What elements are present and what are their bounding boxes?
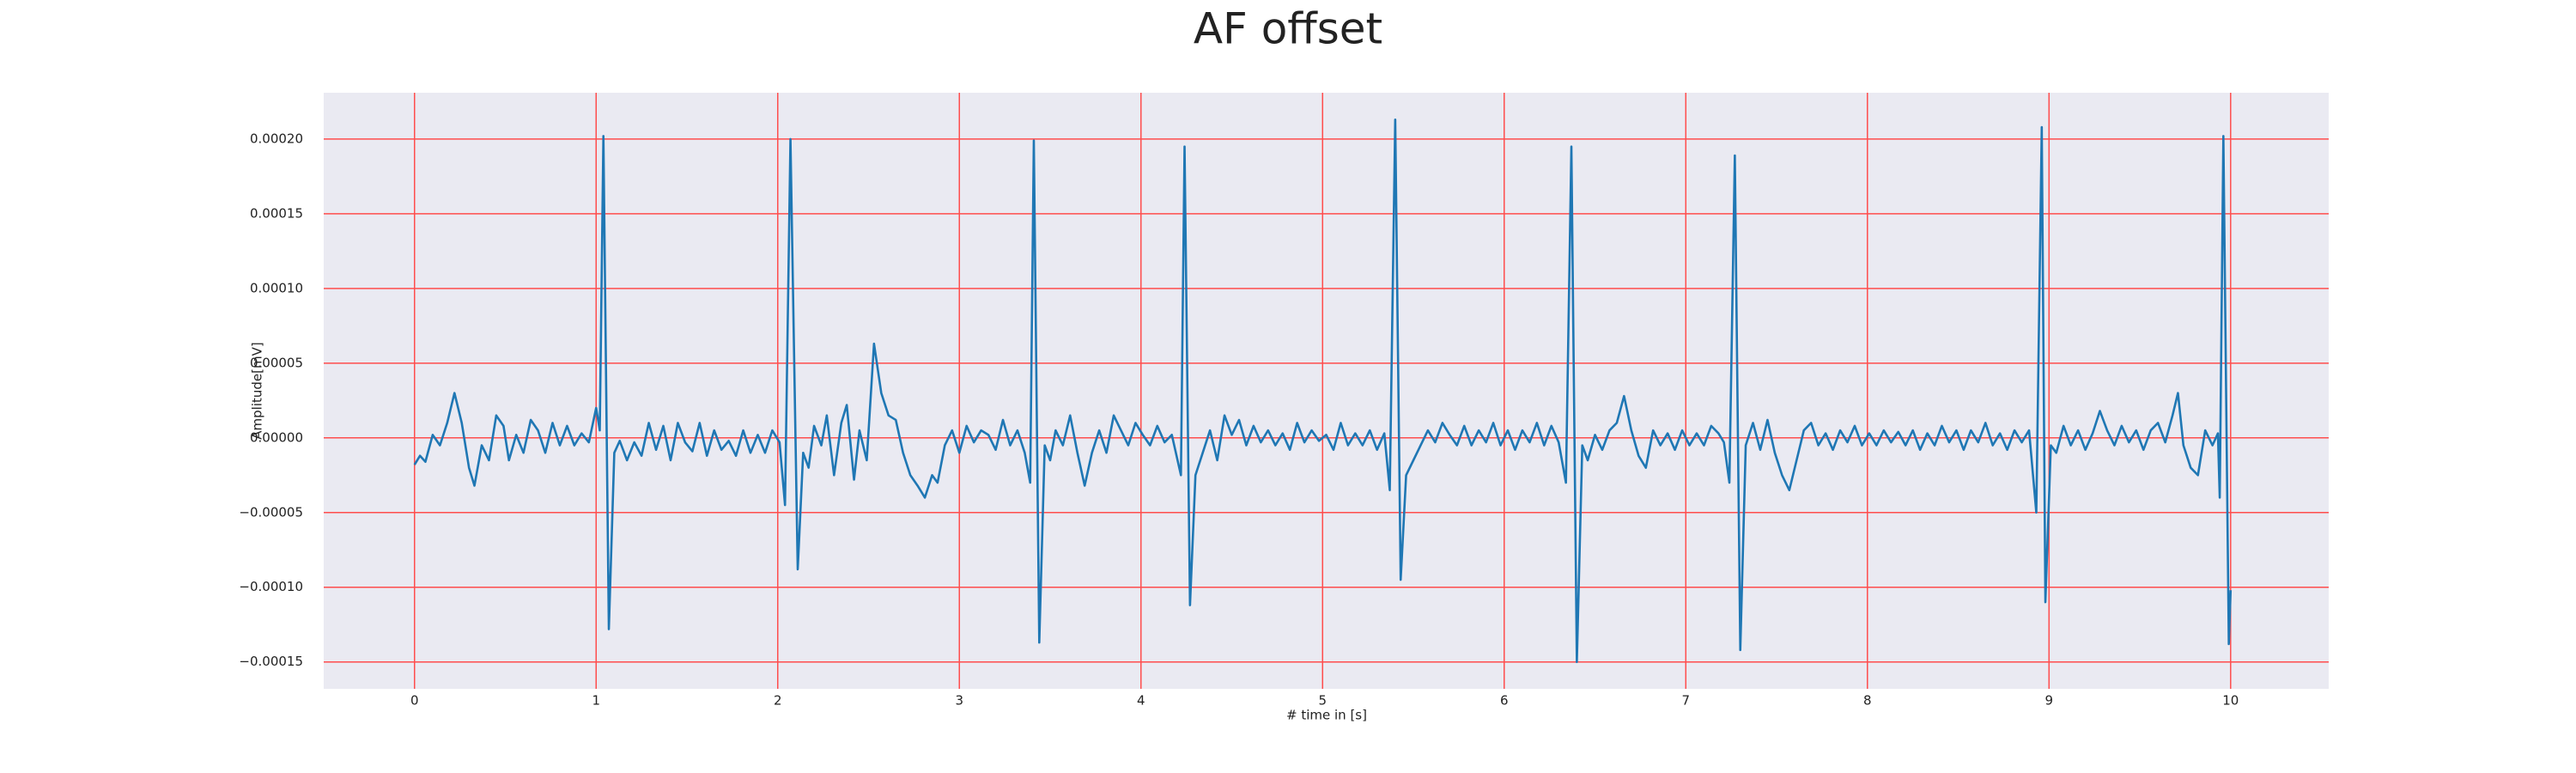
y-tick-label: −0.00005 xyxy=(239,504,303,520)
x-tick-label: 2 xyxy=(774,693,782,709)
x-tick-label: 4 xyxy=(1137,693,1145,709)
x-tick-label: 3 xyxy=(955,693,963,709)
x-tick-label: 9 xyxy=(2045,693,2054,709)
y-tick-label: 0.00010 xyxy=(250,280,303,295)
y-axis-label: Amplitude[mV] xyxy=(250,342,265,439)
x-tick-label: 6 xyxy=(1500,693,1509,709)
plot-background xyxy=(324,93,2329,689)
x-tick-label: 1 xyxy=(592,693,600,709)
y-tick-label: 0.00020 xyxy=(250,131,303,146)
y-tick-label: 0.00000 xyxy=(250,429,303,445)
y-tick-label: 0.00005 xyxy=(250,355,303,370)
x-tick-label: 8 xyxy=(1863,693,1872,709)
x-tick-label: 7 xyxy=(1682,693,1691,709)
x-tick-label: 0 xyxy=(410,693,419,709)
y-tick-label: 0.00015 xyxy=(250,205,303,221)
x-tick-label: 10 xyxy=(2222,693,2239,709)
x-tick-label: 5 xyxy=(1318,693,1327,709)
signal-line xyxy=(413,119,2233,663)
y-tick-label: −0.00015 xyxy=(239,654,303,669)
chart-title: AF offset xyxy=(1194,4,1382,54)
x-axis-label: # time in [s] xyxy=(1286,708,1367,723)
y-tick-label: −0.00010 xyxy=(239,579,303,594)
